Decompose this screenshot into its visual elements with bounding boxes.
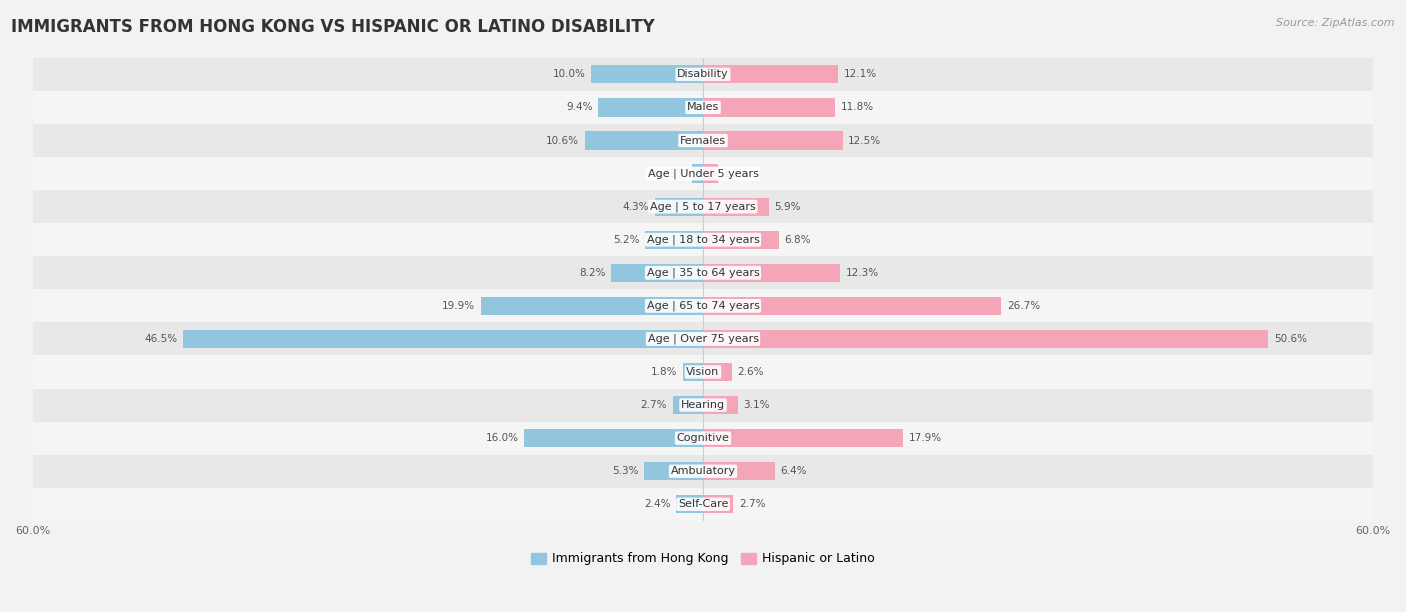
Bar <box>32 256 1374 289</box>
Text: 46.5%: 46.5% <box>145 334 179 344</box>
Bar <box>703 65 838 83</box>
Bar <box>592 65 703 83</box>
Text: 19.9%: 19.9% <box>441 301 475 311</box>
Text: 10.0%: 10.0% <box>553 69 586 80</box>
Text: Females: Females <box>681 135 725 146</box>
Legend: Immigrants from Hong Kong, Hispanic or Latino: Immigrants from Hong Kong, Hispanic or L… <box>531 553 875 565</box>
Text: 2.7%: 2.7% <box>641 400 668 410</box>
Text: Cognitive: Cognitive <box>676 433 730 443</box>
Text: Hearing: Hearing <box>681 400 725 410</box>
Bar <box>32 223 1374 256</box>
Bar <box>32 455 1374 488</box>
Text: 2.7%: 2.7% <box>738 499 765 509</box>
Text: Source: ZipAtlas.com: Source: ZipAtlas.com <box>1277 18 1395 28</box>
Bar <box>645 231 703 249</box>
Text: IMMIGRANTS FROM HONG KONG VS HISPANIC OR LATINO DISABILITY: IMMIGRANTS FROM HONG KONG VS HISPANIC OR… <box>11 18 655 36</box>
Text: 11.8%: 11.8% <box>841 102 873 113</box>
Bar <box>32 58 1374 91</box>
Text: 2.6%: 2.6% <box>738 367 763 377</box>
Bar <box>692 165 703 182</box>
Text: 6.8%: 6.8% <box>785 235 811 245</box>
Bar <box>32 91 1374 124</box>
Text: 0.95%: 0.95% <box>654 168 686 179</box>
Bar <box>703 165 717 182</box>
Text: Age | 35 to 64 years: Age | 35 to 64 years <box>647 267 759 278</box>
Bar <box>703 462 775 480</box>
Text: Age | Over 75 years: Age | Over 75 years <box>648 334 758 344</box>
Bar <box>683 363 703 381</box>
Text: 17.9%: 17.9% <box>908 433 942 443</box>
Bar <box>676 495 703 513</box>
Text: 3.1%: 3.1% <box>744 400 769 410</box>
Text: 4.3%: 4.3% <box>623 201 650 212</box>
Text: 5.9%: 5.9% <box>775 201 801 212</box>
Bar <box>673 396 703 414</box>
Text: 1.3%: 1.3% <box>723 168 749 179</box>
Bar <box>703 396 738 414</box>
Text: 5.3%: 5.3% <box>612 466 638 476</box>
Bar <box>32 488 1374 521</box>
Text: 8.2%: 8.2% <box>579 268 606 278</box>
Bar <box>32 190 1374 223</box>
Bar <box>703 330 1268 348</box>
Bar <box>703 198 769 216</box>
Bar <box>703 231 779 249</box>
Bar <box>703 363 733 381</box>
Text: 50.6%: 50.6% <box>1274 334 1308 344</box>
Bar <box>32 289 1374 323</box>
Text: Ambulatory: Ambulatory <box>671 466 735 476</box>
Text: 12.5%: 12.5% <box>848 135 882 146</box>
Bar <box>32 356 1374 389</box>
Bar <box>612 264 703 282</box>
Text: 5.2%: 5.2% <box>613 235 640 245</box>
Text: Age | 65 to 74 years: Age | 65 to 74 years <box>647 300 759 311</box>
Text: Age | 5 to 17 years: Age | 5 to 17 years <box>650 201 756 212</box>
Text: 10.6%: 10.6% <box>546 135 579 146</box>
Bar <box>703 99 835 116</box>
Text: 9.4%: 9.4% <box>565 102 592 113</box>
Bar <box>598 99 703 116</box>
Bar <box>524 429 703 447</box>
Bar <box>703 264 841 282</box>
Text: Self-Care: Self-Care <box>678 499 728 509</box>
Bar <box>703 297 1001 315</box>
Text: Males: Males <box>688 102 718 113</box>
Bar <box>703 132 842 149</box>
Text: 12.1%: 12.1% <box>844 69 877 80</box>
Bar <box>655 198 703 216</box>
Bar <box>183 330 703 348</box>
Bar <box>32 323 1374 356</box>
Bar <box>703 429 903 447</box>
Text: Disability: Disability <box>678 69 728 80</box>
Text: 26.7%: 26.7% <box>1007 301 1040 311</box>
Bar <box>481 297 703 315</box>
Bar <box>703 495 733 513</box>
Text: 12.3%: 12.3% <box>846 268 879 278</box>
Bar <box>32 157 1374 190</box>
Text: Age | 18 to 34 years: Age | 18 to 34 years <box>647 234 759 245</box>
Bar <box>32 422 1374 455</box>
Text: Age | Under 5 years: Age | Under 5 years <box>648 168 758 179</box>
Text: 2.4%: 2.4% <box>644 499 671 509</box>
Text: 1.8%: 1.8% <box>651 367 678 377</box>
Text: Vision: Vision <box>686 367 720 377</box>
Text: 16.0%: 16.0% <box>485 433 519 443</box>
Text: 6.4%: 6.4% <box>780 466 807 476</box>
Bar <box>32 124 1374 157</box>
Bar <box>585 132 703 149</box>
Bar <box>644 462 703 480</box>
Bar <box>32 389 1374 422</box>
